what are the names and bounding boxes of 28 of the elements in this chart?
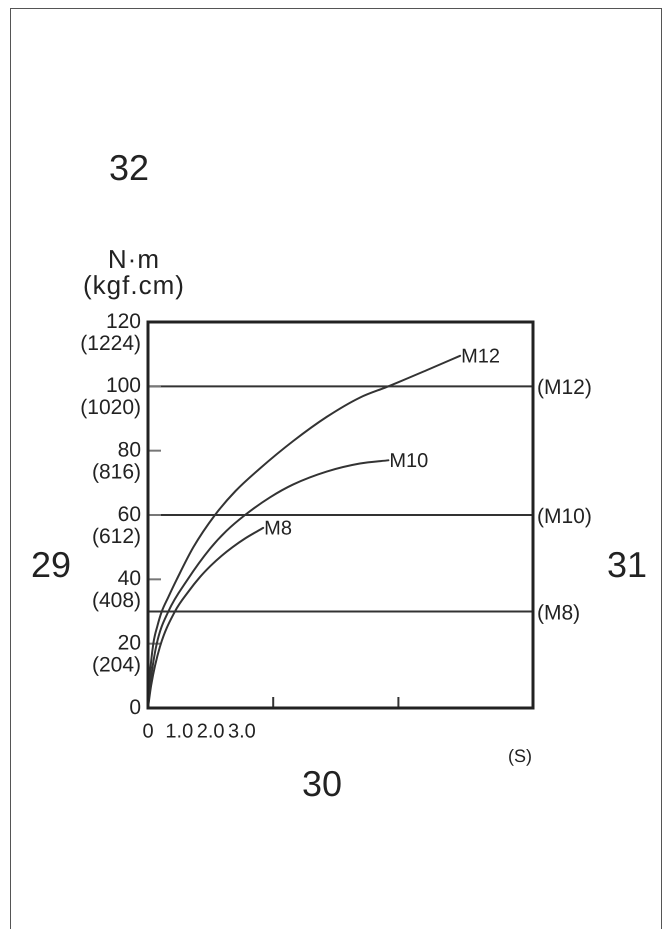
y-axis-title: N·m (kgf.cm) (83, 244, 185, 300)
ref-line-label: (M10) (537, 504, 592, 528)
y-tick-label: 60 (118, 502, 141, 526)
x-axis-title: (S) (508, 746, 532, 766)
text: 29 (31, 544, 72, 585)
series-label: M8 (264, 517, 292, 540)
y-tick-label: 40 (118, 567, 141, 590)
y-tick-label: 0 (129, 696, 141, 719)
y2-tick-label: (816) (92, 460, 141, 484)
ref-line-label: (M12) (537, 376, 592, 400)
series-label: M10 (389, 450, 428, 472)
y2-tick-label: (408) (92, 589, 141, 612)
text: 31 (607, 544, 648, 585)
y-tick-label: 80 (118, 438, 141, 462)
y-tick-label: 100 (106, 374, 141, 398)
text: 32 (109, 147, 150, 188)
y-tick-label: 20 (118, 631, 141, 654)
y2-tick-label: (1020) (80, 396, 141, 420)
x-tick-label: 3.0 (228, 720, 256, 743)
ref-line-label: (M8) (537, 601, 580, 624)
x-tick-label: 2.0 (196, 720, 225, 743)
series-label: M12 (461, 345, 500, 368)
x-tick-label: 1.0 (165, 720, 194, 743)
text: 30 (302, 763, 342, 804)
y2-tick-label: (204) (92, 653, 141, 676)
y-tick-label: 120 (106, 310, 141, 333)
y2-tick-label: (1224) (80, 332, 141, 355)
y2-tick-label: (612) (92, 524, 141, 548)
